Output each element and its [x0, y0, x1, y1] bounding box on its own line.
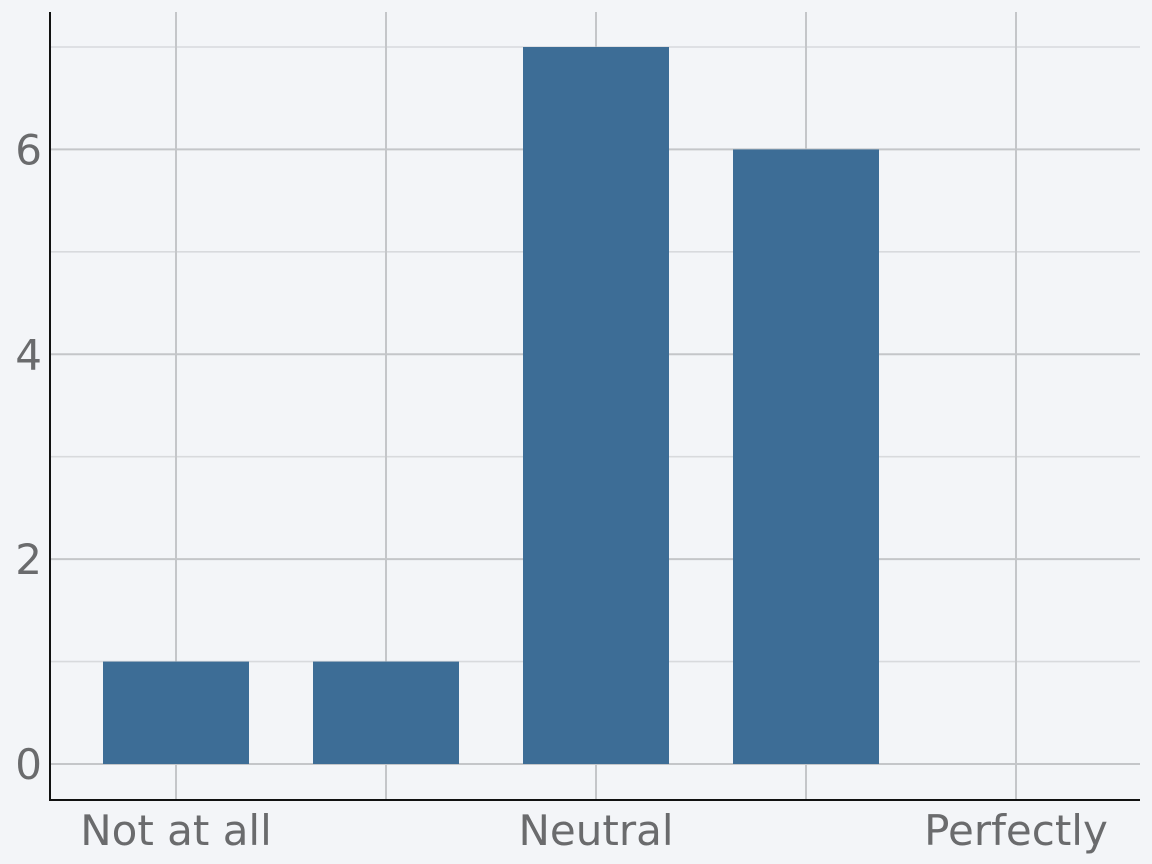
- bar-1: [103, 661, 249, 764]
- axes: [49, 12, 1140, 801]
- tick-labels: 0 2 4 6 Not at all Neutral Perfectly: [15, 125, 1108, 855]
- y-tick-label-0: 0: [15, 740, 42, 789]
- y-tick-label-6: 6: [15, 125, 42, 174]
- y-tick-label-4: 4: [15, 330, 42, 379]
- y-tick-label-2: 2: [15, 535, 42, 584]
- x-tick-label-3: Neutral: [518, 806, 673, 855]
- x-tick-label-1: Not at all: [80, 806, 272, 855]
- bar-2: [313, 661, 459, 764]
- bars: [103, 47, 879, 764]
- bar-3: [523, 47, 669, 764]
- bar-4: [733, 149, 879, 764]
- x-tick-label-5: Perfectly: [924, 806, 1108, 855]
